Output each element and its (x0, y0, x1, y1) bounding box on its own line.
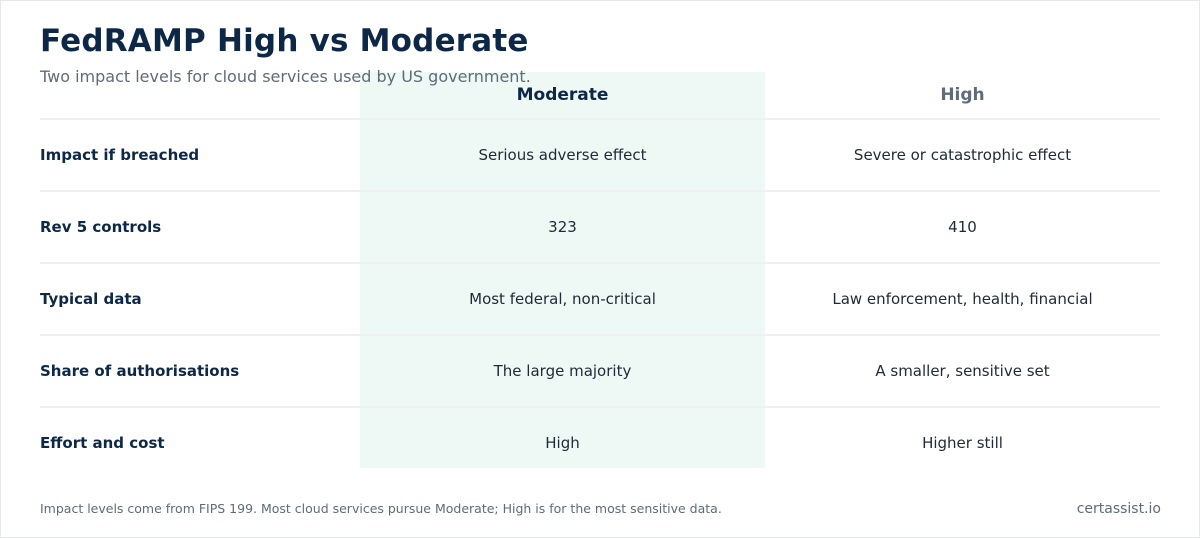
table-row: Effort and cost High Higher still (40, 408, 1160, 478)
page-title: FedRAMP High vs Moderate (40, 23, 529, 59)
row-label: Typical data (40, 290, 142, 308)
table-row: Rev 5 controls 323 410 (40, 192, 1160, 264)
row-label: Impact if breached (40, 146, 200, 164)
high-value: A smaller, sensitive set (875, 362, 1050, 380)
moderate-value: High (545, 434, 580, 452)
column-header-moderate: Moderate (516, 85, 609, 105)
moderate-value: Serious adverse effect (478, 146, 647, 164)
moderate-column-highlight (360, 72, 765, 468)
moderate-value: The large majority (493, 362, 632, 380)
row-label: Rev 5 controls (40, 218, 162, 236)
high-value: Law enforcement, health, financial (832, 290, 1093, 308)
table-row: Impact if breached Serious adverse effec… (40, 120, 1160, 192)
footnote: Impact levels come from FIPS 199. Most c… (40, 501, 722, 516)
moderate-value: Most federal, non-critical (469, 290, 656, 308)
table-header-row: Moderate High (40, 72, 1160, 120)
column-header-high: High (940, 85, 985, 105)
row-label: Share of authorisations (40, 362, 240, 380)
row-label: Effort and cost (40, 434, 165, 452)
moderate-value: 323 (548, 218, 577, 236)
table-row: Share of authorisations The large majori… (40, 336, 1160, 408)
page-subtitle: Two impact levels for cloud services use… (40, 67, 531, 86)
table-row: Typical data Most federal, non-critical … (40, 264, 1160, 336)
high-value: 410 (948, 218, 977, 236)
high-value: Higher still (922, 434, 1003, 452)
brand-label: certassist.io (1076, 501, 1161, 517)
comparison-table: Moderate High Impact if breached Serious… (40, 72, 1160, 478)
high-value: Severe or catastrophic effect (853, 146, 1072, 164)
